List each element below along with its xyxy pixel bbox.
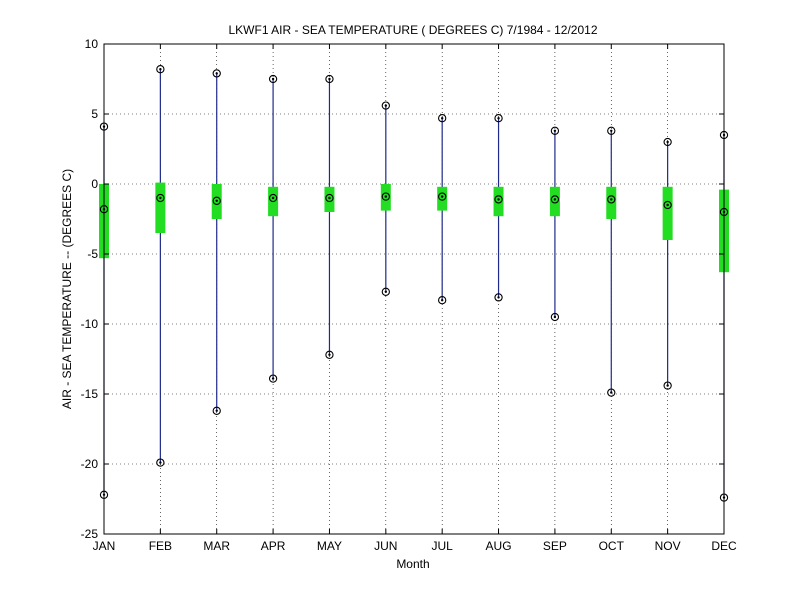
max-marker-nov: [663, 137, 672, 147]
min-marker-mar: [212, 406, 221, 415]
min-marker-jun: [381, 287, 390, 296]
y-tick-label: 0: [91, 177, 98, 191]
y-tick-label: -20: [81, 457, 99, 471]
min-marker-apr: [268, 374, 278, 383]
y-tick-label: -25: [81, 527, 99, 541]
x-tick-label-nov: NOV: [655, 539, 681, 553]
box-sep: [549, 186, 560, 217]
y-tick-label: -10: [81, 317, 99, 331]
max-marker-dot-aug: [497, 117, 500, 120]
min-marker-jul: [438, 296, 447, 305]
min-marker-oct: [607, 388, 616, 397]
max-marker-dot-mar: [215, 72, 218, 75]
median-marker-dot-sep: [553, 198, 557, 201]
median-marker-oct: [607, 195, 616, 204]
box-may: [324, 186, 335, 212]
y-tick-label: 10: [85, 37, 99, 51]
median-marker-mar: [212, 196, 221, 205]
min-marker-dot-sep: [553, 315, 557, 319]
max-marker-jul: [438, 114, 447, 123]
median-marker-jul: [438, 192, 447, 201]
max-marker-dot-feb: [159, 68, 162, 71]
min-marker-may: [325, 350, 334, 359]
x-tick-label-jun: JUN: [374, 539, 397, 553]
median-marker-aug: [494, 195, 503, 204]
median-marker-nov: [663, 200, 672, 210]
min-marker-dot-nov: [666, 384, 669, 387]
median-marker-dot-mar: [215, 199, 218, 202]
min-marker-dot-may: [328, 353, 331, 356]
max-marker-feb: [156, 65, 165, 74]
median-marker-feb: [156, 193, 165, 203]
max-marker-may: [325, 74, 334, 84]
y-tick-label: 5: [91, 107, 98, 121]
min-marker-dot-mar: [215, 409, 218, 412]
x-tick-label-apr: APR: [261, 539, 286, 553]
min-marker-dot-oct: [610, 391, 613, 394]
median-marker-dot-jun: [384, 195, 388, 198]
x-tick-label-aug: AUG: [486, 539, 512, 553]
y-tick-label: -15: [81, 387, 99, 401]
median-marker-may: [325, 193, 334, 203]
box-jul: [437, 186, 448, 211]
x-tick-label-may: MAY: [317, 539, 342, 553]
max-marker-oct: [607, 126, 616, 135]
y-axis-label: AIR - SEA TEMPERATURE -- (DEGREES C): [60, 169, 74, 409]
y-tick-label: -5: [87, 247, 98, 261]
x-tick-label-oct: OCT: [599, 539, 625, 553]
median-marker-jun: [381, 192, 390, 201]
max-marker-dot-jun: [384, 104, 388, 107]
x-tick-label-mar: MAR: [203, 539, 230, 553]
x-tick-label-feb: FEB: [149, 539, 172, 553]
max-marker-aug: [494, 114, 503, 123]
min-marker-aug: [494, 293, 503, 302]
median-marker-apr: [268, 193, 278, 203]
max-marker-dot-apr: [271, 77, 275, 81]
median-marker-dot-feb: [159, 196, 162, 200]
max-marker-dot-jul: [440, 117, 444, 120]
median-marker-dot-apr: [271, 196, 275, 200]
max-marker-apr: [268, 74, 278, 84]
median-marker-dot-nov: [666, 203, 669, 207]
median-marker-dot-oct: [610, 198, 613, 201]
plot-frame: [103, 43, 725, 535]
max-marker-dot-may: [328, 77, 331, 81]
min-marker-dot-jun: [384, 290, 388, 293]
x-tick-label-jul: JUL: [432, 539, 454, 553]
x-tick-label-sep: SEP: [543, 539, 567, 553]
median-marker-sep: [550, 195, 560, 204]
max-marker-mar: [212, 69, 221, 78]
box-feb: [155, 182, 166, 233]
min-marker-dot-aug: [497, 296, 500, 299]
x-tick-label-jan: JAN: [93, 539, 116, 553]
min-marker-dot-feb: [159, 461, 162, 464]
median-marker-dot-aug: [497, 198, 500, 201]
min-marker-dot-apr: [271, 377, 275, 380]
max-marker-sep: [550, 126, 560, 135]
max-marker-dot-sep: [553, 129, 557, 132]
max-marker-dot-nov: [666, 140, 669, 144]
box-nov: [662, 186, 673, 240]
chart-title: LKWF1 AIR - SEA TEMPERATURE ( DEGREES C)…: [228, 23, 597, 37]
box-aug: [493, 186, 504, 217]
axes: -25 -20 -15 -10 -5 0 5 10 JAN FEB MAR APR MAY JUN JUL A…: [81, 37, 737, 553]
plot-area: [104, 44, 724, 534]
max-marker-jun: [381, 101, 390, 110]
median-marker-dot-jul: [440, 195, 444, 198]
min-marker-sep: [550, 312, 560, 322]
min-marker-feb: [156, 458, 165, 467]
median-marker-dot-may: [328, 196, 331, 200]
min-marker-nov: [663, 381, 672, 390]
x-tick-label-dec: DEC: [711, 539, 737, 553]
min-marker-dot-jul: [440, 299, 444, 302]
x-axis-label: Month: [396, 557, 429, 571]
max-marker-dot-oct: [610, 129, 613, 132]
